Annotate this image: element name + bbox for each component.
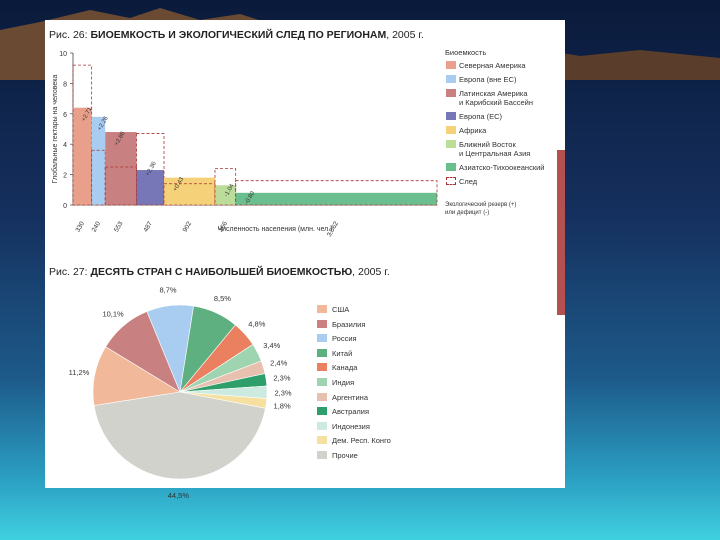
pie-legend-swatch	[317, 392, 327, 401]
legend-label: Европа (ЕС)	[459, 112, 503, 121]
slide-panel: Рис. 26: БИОЕМКОСТЬ И ЭКОЛОГИЧЕСКИЙ СЛЕД…	[45, 20, 565, 500]
pie-legend-label: Дем. Респ. Конго	[332, 436, 391, 446]
legend-swatch	[446, 75, 456, 83]
biocapacity-bar	[164, 177, 215, 205]
pie-value-label: 44,5%	[168, 491, 190, 500]
pie-legend-label: Бразилия	[332, 319, 366, 329]
pie-legend-label: Индонезия	[332, 421, 370, 431]
y-tick-label: 8	[63, 81, 67, 88]
pie-value-label: 11,2%	[69, 368, 90, 377]
legend-label: Европа (вне ЕС)	[459, 75, 517, 84]
legend-swatch	[446, 89, 456, 97]
population-label: 240	[91, 220, 103, 233]
legend-label: Азиатско-Тихоокеанский	[459, 163, 545, 172]
legend-swatch	[446, 126, 456, 134]
top-ten-pie-chart: 11,2% 10,1% 8,7% 8,5% 4,8% 3,4% 2,4% 2,3% 2,3% 1,…	[69, 286, 292, 500]
pie-legend-label: Аргентина	[332, 392, 368, 402]
legend-label: Ближний Восток и Центральная Азия	[459, 140, 531, 158]
footprint-outline	[214, 168, 237, 206]
accent-bar	[557, 150, 565, 315]
pie-legend-swatch	[317, 334, 327, 343]
pie-legend-label: Индия	[332, 378, 355, 387]
pie-legend-swatch	[317, 305, 327, 313]
legend-swatch	[446, 163, 456, 171]
legend-swatch	[446, 140, 456, 148]
biocapacity-bar	[235, 192, 437, 205]
y-tick-label: 10	[59, 51, 67, 58]
figure-26-title: Рис. 26: БИОЕМКОСТЬ И ЭКОЛОГИЧЕСКИЙ СЛЕД…	[49, 29, 424, 41]
pie-legend-swatch	[317, 348, 327, 357]
legend-label: Латинская Америка и Карибский Бассейн	[459, 89, 533, 107]
population-label: 553	[113, 220, 125, 233]
x-axis-label: Численность населения (млн. чел.)	[217, 226, 332, 233]
legend-label: Северная Америка	[459, 61, 526, 70]
legend-label: Африка	[459, 126, 487, 135]
pie-value-label: 2,3%	[274, 388, 291, 397]
pie-legend-swatch	[317, 436, 327, 445]
population-label: 902	[182, 220, 194, 233]
pie-value-label: 10,1%	[102, 310, 124, 319]
footprint-outline	[72, 64, 93, 206]
population-label: 487	[142, 220, 154, 233]
legend-swatch	[446, 112, 456, 120]
y-tick-label: 2	[63, 173, 67, 180]
deficit-note: или дефицит (-)	[445, 210, 490, 216]
footprint-outline	[235, 180, 438, 206]
pie-legend-label: Канада	[332, 363, 358, 373]
pie-value-label: 1,8%	[274, 402, 291, 411]
population-label: 366	[218, 220, 230, 233]
pie-legend-label: Прочие	[332, 451, 358, 460]
y-tick-label: 4	[63, 142, 67, 149]
pie-legend-label: США	[332, 305, 350, 314]
pie-slice	[93, 391, 266, 480]
legend-title: Биоемкость	[445, 48, 487, 57]
pie-legend-label: Австралия	[332, 407, 370, 417]
pie-legend-swatch	[317, 421, 327, 430]
reserve-note: Экологический резерв (+)	[445, 202, 517, 208]
biocapacity-bar	[91, 116, 106, 205]
pie-value-label: 8,5%	[214, 294, 231, 303]
pie-value-label: 3,4%	[263, 341, 280, 350]
pie-legend-swatch	[317, 378, 327, 386]
pie-value-label: 2,4%	[270, 359, 287, 368]
pie-legend-label: Россия	[332, 334, 357, 344]
biocapacity-bar	[136, 170, 164, 205]
legend-swatch	[446, 61, 456, 69]
y-axis-label: Глобальные гектары на человека	[51, 75, 59, 184]
biocapacity-bar	[73, 107, 92, 205]
pie-legend-swatch	[317, 407, 327, 416]
legend-swatch-footprint	[446, 177, 456, 185]
footprint-outline	[136, 133, 165, 206]
y-tick-label: 0	[63, 203, 67, 210]
figure-27-title: Рис. 27: ДЕСЯТЬ СТРАН С НАИБОЛЬШЕЙ БИОЕМ…	[49, 266, 390, 278]
pie-legend-swatch	[317, 451, 327, 459]
y-tick-label: 6	[63, 112, 67, 119]
legend-label-footprint: След	[459, 177, 478, 186]
pie-value-label: 2,3%	[273, 373, 290, 382]
pie-legend-swatch	[317, 363, 327, 372]
pie-legend-swatch	[317, 319, 327, 328]
pie-value-label: 8,7%	[159, 286, 176, 295]
pie-value-label: 4,8%	[248, 319, 265, 328]
pie-legend-label: Китай	[332, 348, 353, 358]
population-label: 330	[75, 220, 87, 233]
biocapacity-bar	[214, 185, 236, 205]
biocapacity-bar	[105, 132, 137, 205]
